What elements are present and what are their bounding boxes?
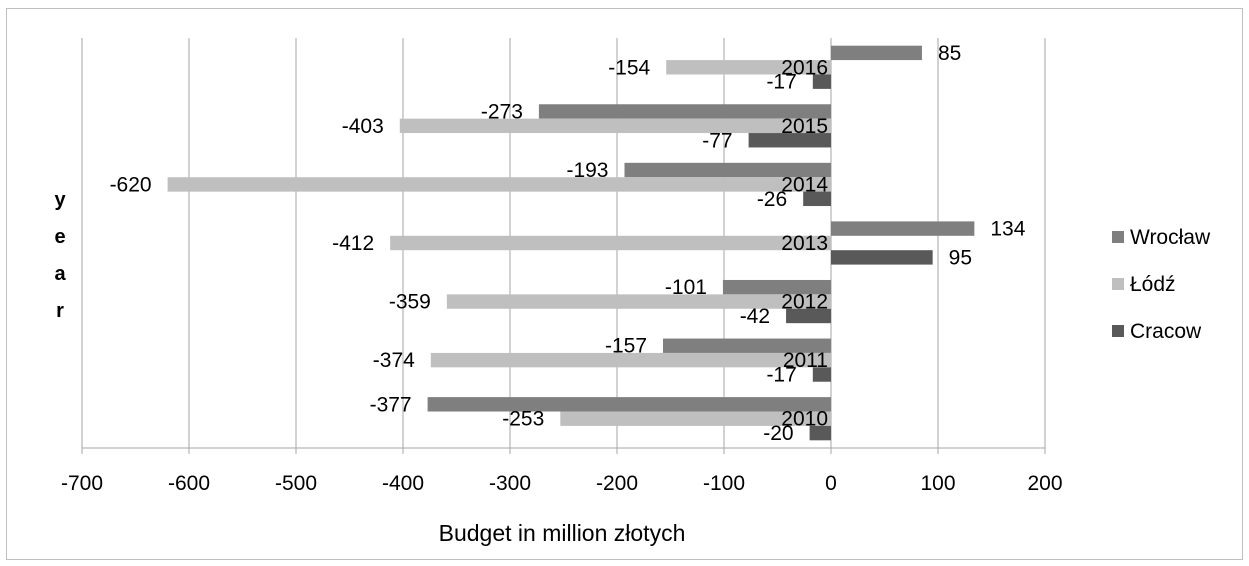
legend-swatch-cracow bbox=[1112, 325, 1124, 337]
data-label: -101 bbox=[665, 276, 707, 299]
data-label: -157 bbox=[605, 335, 647, 358]
x-tick-label: -600 bbox=[168, 472, 210, 495]
x-tick-label: -100 bbox=[703, 472, 745, 495]
x-tick-label: 100 bbox=[920, 472, 955, 495]
x-tick-label: 200 bbox=[1027, 472, 1062, 495]
data-label: 85 bbox=[938, 42, 961, 65]
legend-label: Łódź bbox=[1130, 273, 1176, 296]
bar-łódź-2010 bbox=[560, 411, 831, 426]
data-label: -17 bbox=[766, 71, 796, 94]
category-label-2015: 2015 bbox=[781, 115, 828, 138]
data-label: -77 bbox=[702, 129, 732, 152]
category-label-2014: 2014 bbox=[781, 173, 828, 196]
bar-cracow-2013 bbox=[831, 250, 933, 265]
bar-łódź-2013 bbox=[390, 235, 831, 251]
data-label: -620 bbox=[110, 173, 152, 196]
data-label: 95 bbox=[949, 246, 972, 269]
x-tick-label: -700 bbox=[61, 472, 103, 495]
data-labels: -377 -253 -20 -157 -374 -17 -101 -359 -42 134 -412… bbox=[110, 42, 1026, 445]
category-labels: 2010 2011 2012 2013 2014 2015 2016 bbox=[781, 56, 828, 430]
bar-wrocław-2010 bbox=[427, 397, 831, 412]
category-label-2011: 2011 bbox=[783, 349, 828, 372]
bar-wrocław-2012 bbox=[722, 279, 831, 295]
data-label: -273 bbox=[481, 100, 523, 123]
bar-wrocław-2016 bbox=[831, 45, 922, 61]
bar-cracow-2014 bbox=[803, 191, 831, 207]
data-label: -154 bbox=[608, 56, 650, 79]
bar-łódź-2011 bbox=[430, 352, 831, 368]
data-label: -253 bbox=[502, 408, 544, 431]
bar-cracow-2016 bbox=[812, 74, 831, 89]
data-label: -412 bbox=[332, 232, 374, 255]
gridlines bbox=[81, 38, 1046, 454]
bar-łódź-2016 bbox=[666, 60, 831, 75]
data-label: -17 bbox=[766, 364, 796, 387]
legend-swatch-wrocław bbox=[1112, 231, 1124, 243]
x-tick-labels: -700 -600 -500 -400 -300 -200 -100 0 100 200 bbox=[61, 472, 1063, 495]
legend-label: Cracow bbox=[1130, 320, 1202, 343]
data-label: -193 bbox=[566, 159, 608, 182]
chart-frame bbox=[6, 8, 1243, 560]
bar-wrocław-2011 bbox=[663, 338, 831, 353]
y-axis-title-char: e bbox=[54, 226, 65, 248]
data-label: -26 bbox=[757, 188, 787, 211]
bar-cracow-2010 bbox=[809, 425, 831, 441]
data-label: 134 bbox=[990, 218, 1025, 241]
y-axis-title-char: a bbox=[54, 263, 66, 285]
bar-łódź-2012 bbox=[446, 294, 831, 309]
data-label: -42 bbox=[740, 305, 770, 328]
legend: Wrocław Łódź Cracow bbox=[1112, 226, 1211, 343]
data-label: -20 bbox=[763, 422, 793, 445]
category-label-2013: 2013 bbox=[781, 232, 828, 255]
data-label: -377 bbox=[370, 393, 412, 416]
bar-cracow-2012 bbox=[786, 308, 831, 324]
bar-wrocław-2014 bbox=[624, 162, 831, 178]
x-tick-label: -500 bbox=[275, 472, 317, 495]
bar-łódź-2015 bbox=[399, 118, 831, 134]
bar-wrocław-2015 bbox=[538, 104, 831, 119]
x-axis-title: Budget in million złotych bbox=[439, 520, 686, 546]
x-tick-label: -300 bbox=[489, 472, 531, 495]
legend-label: Wrocław bbox=[1130, 226, 1211, 249]
x-tick-label: -400 bbox=[382, 472, 424, 495]
y-axis-title-char: y bbox=[54, 189, 66, 211]
data-label: -403 bbox=[342, 115, 384, 138]
bar-cracow-2015 bbox=[748, 133, 831, 148]
data-label: -359 bbox=[389, 291, 431, 314]
legend-swatch-łódź bbox=[1112, 278, 1124, 290]
data-label: -374 bbox=[373, 349, 415, 372]
category-label-2010: 2010 bbox=[781, 408, 828, 431]
bar-łódź-2014 bbox=[167, 177, 832, 192]
category-label-2012: 2012 bbox=[781, 291, 828, 314]
bars bbox=[167, 45, 975, 441]
x-tick-label: -200 bbox=[596, 472, 638, 495]
bar-wrocław-2013 bbox=[831, 221, 975, 236]
bar-cracow-2011 bbox=[812, 367, 831, 382]
y-axis-title-char: r bbox=[56, 300, 64, 322]
category-label-2016: 2016 bbox=[781, 56, 828, 79]
x-tick-label: 0 bbox=[825, 472, 837, 495]
